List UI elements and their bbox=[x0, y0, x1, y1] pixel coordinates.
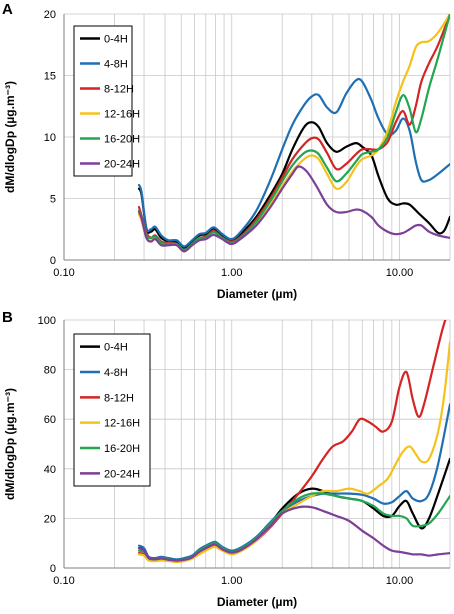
x-axis-title: Diameter (µm) bbox=[217, 595, 297, 609]
legend-label: 8-12H bbox=[104, 84, 134, 96]
y-tick-label: 5 bbox=[50, 194, 56, 206]
x-tick-label: 0.10 bbox=[53, 575, 74, 587]
y-tick-label: 15 bbox=[44, 71, 56, 83]
x-tick-label: 1.00 bbox=[221, 267, 242, 279]
legend-label: 16-20H bbox=[104, 443, 140, 455]
legend-label: 12-16H bbox=[104, 418, 140, 430]
legend-box bbox=[73, 333, 151, 487]
y-tick-label: 80 bbox=[44, 365, 56, 377]
y-tick-label: 10 bbox=[44, 132, 56, 144]
legend-label: 16-20H bbox=[104, 134, 140, 146]
x-tick-label: 0.10 bbox=[53, 267, 74, 279]
legend-label: 0-4H bbox=[104, 34, 128, 46]
chart-panel-b: 0 20 40 60 80 100 0.10 1.00 10.00 Diameter (µm) dM… bbox=[2, 309, 451, 609]
series-line-4-8H bbox=[137, 403, 450, 561]
x-tick-label: 10.00 bbox=[386, 267, 414, 279]
series-line-4-8H bbox=[137, 77, 450, 248]
y-tick-label: 100 bbox=[38, 315, 56, 327]
x-axis-title: Diameter (µm) bbox=[217, 287, 297, 301]
series-line-20-24H bbox=[137, 505, 450, 562]
y-axis-title: dM/dlogDp (µg.m⁻³) bbox=[3, 81, 17, 193]
legend-box bbox=[73, 25, 133, 177]
panel-label: A bbox=[2, 1, 13, 18]
chart-panel-a: 0 5 10 15 20 0.10 1.00 10.00 Diameter (µm) dM/dlo… bbox=[2, 1, 451, 301]
series-line-0-4H bbox=[137, 121, 450, 249]
series-line-16-20H bbox=[137, 14, 450, 252]
legend-label: 20-24H bbox=[104, 159, 140, 171]
legend-label: 8-12H bbox=[104, 392, 134, 404]
series-line-12-16H bbox=[137, 14, 450, 253]
panel-label: B bbox=[2, 309, 13, 326]
y-tick-label: 0 bbox=[50, 563, 56, 575]
legend-label: 20-24H bbox=[104, 468, 140, 480]
series-line-0-4H bbox=[137, 457, 450, 562]
y-tick-label: 0 bbox=[50, 255, 56, 267]
x-tick-label: 1.00 bbox=[221, 575, 242, 587]
legend-label: 4-8H bbox=[104, 59, 128, 71]
series-lines bbox=[137, 14, 450, 253]
legend-label: 12-16H bbox=[104, 109, 140, 121]
legend-label: 0-4H bbox=[104, 342, 128, 354]
series-line-20-24H bbox=[137, 165, 450, 253]
legend-label: 4-8H bbox=[104, 367, 128, 379]
y-tick-label: 60 bbox=[44, 414, 56, 426]
y-axis-title: dM/dlogDp (µg.m⁻³) bbox=[3, 388, 17, 500]
series-line-8-12H bbox=[137, 14, 450, 252]
legend: 0-4H 4-8H 8-12H 12-16H 16-20H 20-24H bbox=[73, 25, 140, 177]
series-lines bbox=[137, 320, 450, 563]
y-tick-label: 20 bbox=[44, 513, 56, 525]
legend: 0-4H 4-8H 8-12H 12-16H 16-20H 20-24H bbox=[73, 333, 151, 487]
x-tick-label: 10.00 bbox=[386, 575, 414, 587]
series-line-8-12H bbox=[137, 320, 447, 563]
y-tick-label: 40 bbox=[44, 464, 56, 476]
y-tick-label: 20 bbox=[44, 9, 56, 21]
